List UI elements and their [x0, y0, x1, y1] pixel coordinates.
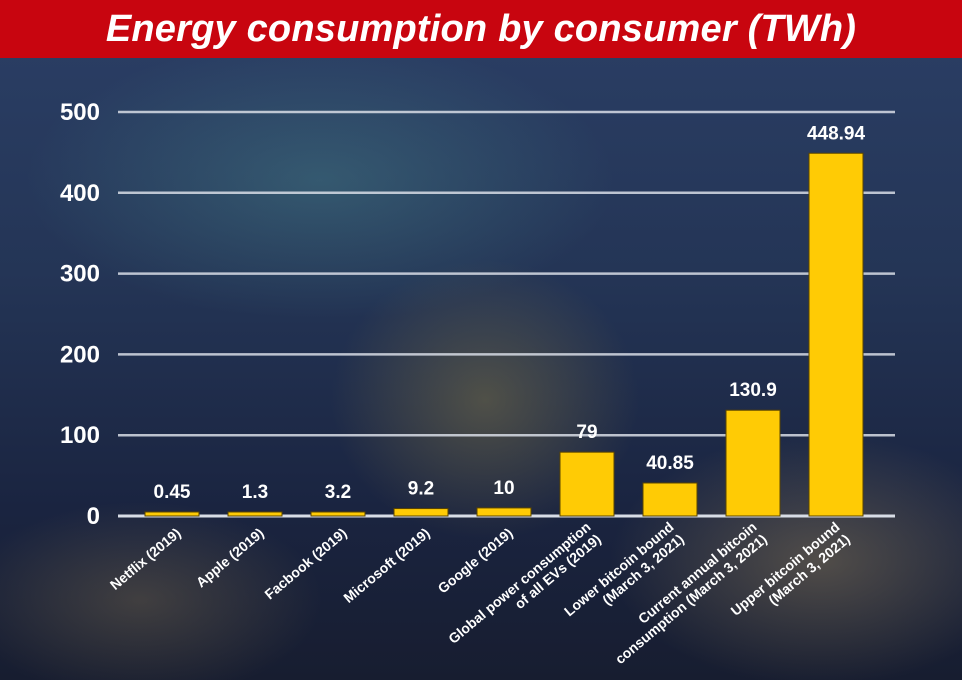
data-label: 3.2 — [325, 482, 351, 503]
y-tick-label: 100 — [60, 422, 100, 449]
data-label: 40.85 — [646, 453, 694, 474]
bar — [227, 511, 283, 517]
bar — [559, 451, 615, 517]
y-tick-label: 200 — [60, 341, 100, 368]
data-label: 130.9 — [729, 380, 777, 401]
x-tick-label: Netflix (2019) — [107, 525, 184, 593]
x-tick-label: Apple (2019) — [193, 525, 267, 591]
y-tick-label: 300 — [60, 261, 100, 288]
value-labels: 0.45 1.3 3.2 9.2 10 79 40.85 130.9 448.94 — [154, 123, 866, 503]
data-label: 10 — [493, 478, 514, 499]
y-tick-label: 400 — [60, 180, 100, 207]
bar — [642, 482, 698, 517]
y-axis-tick-labels: 0 100 200 300 400 500 — [60, 99, 100, 530]
bar — [725, 409, 781, 517]
y-tick-label: 0 — [87, 503, 100, 530]
y-tick-label: 500 — [60, 99, 100, 126]
x-tick-label: Global power consumptionof all EVs (2019… — [445, 519, 604, 660]
data-label: 9.2 — [408, 479, 434, 500]
bar — [144, 511, 200, 517]
bar — [476, 507, 532, 517]
bars — [144, 152, 864, 517]
category-labels: Netflix (2019) Apple (2019)Facbook (2019)… — [107, 519, 853, 668]
bar — [808, 152, 864, 517]
data-label: 79 — [576, 422, 597, 443]
data-label: 1.3 — [242, 482, 268, 503]
x-tick-label: Facbook (2019) — [261, 525, 349, 603]
data-label: 448.94 — [807, 123, 866, 144]
bar — [310, 511, 366, 517]
bar — [393, 508, 449, 517]
chart-title: Energy consumption by consumer (TWh) — [105, 7, 857, 50]
title-bar: Energy consumption by consumer (TWh) — [0, 0, 962, 58]
x-tick-label: Microsoft (2019) — [340, 525, 433, 606]
data-label: 0.45 — [154, 482, 191, 503]
